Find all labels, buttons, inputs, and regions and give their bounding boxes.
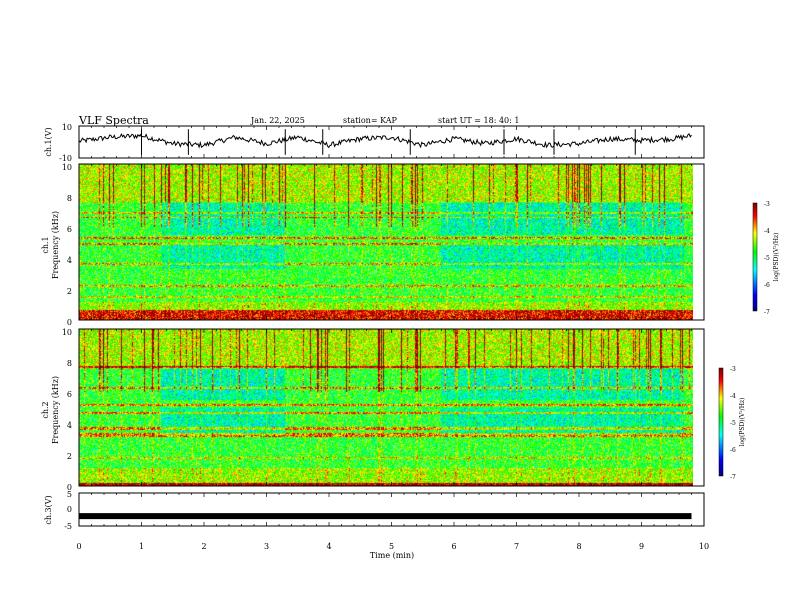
ch3-ytick-top: 5 — [67, 490, 72, 499]
ch1-ytick-4: 4 — [67, 256, 72, 265]
ch3-ytick-bottom: -5 — [64, 522, 72, 531]
x-tick-label: 2 — [201, 542, 206, 551]
x-tick-label: 3 — [264, 542, 269, 551]
ch3-waveform-frame — [78, 492, 705, 527]
ch1-frequency-label: Frequency (kHz) — [51, 211, 60, 279]
x-tick-label: 9 — [639, 542, 644, 551]
spectrogram-image — [79, 164, 693, 320]
ch2-ytick-4: 4 — [67, 421, 72, 430]
x-tick-label: 7 — [514, 542, 519, 551]
ch2-ytick-2: 2 — [67, 452, 72, 461]
start-ut-label: start UT = 18: 40: 1 — [438, 116, 520, 125]
x-tick-label: 6 — [451, 542, 456, 551]
ch3-waveform-ylabel: ch.3(V) — [44, 495, 53, 524]
x-tick-label: 1 — [139, 542, 144, 551]
ch1-channel-label: ch.1 — [41, 236, 50, 253]
ch1-ytick-2: 2 — [67, 287, 72, 296]
ch2-cbar-tick: -3 — [730, 366, 736, 373]
ch2-spectrogram-panel: 10 8 6 4 2 0 ch.2 Frequency (kHz) -3 -4 … — [41, 328, 746, 492]
ch2-ytick-6: 6 — [67, 390, 72, 399]
ch1-cbar-tick: -4 — [764, 228, 770, 235]
ch2-channel-label: ch.2 — [41, 401, 50, 418]
ch1-cbar-tick: -5 — [764, 255, 770, 262]
ch3-ytick-mid: 0 — [67, 505, 72, 514]
spectrogram-image — [79, 329, 693, 486]
ch1-ytick-0: 0 — [67, 318, 72, 327]
ch2-ytick-8: 8 — [67, 359, 72, 368]
ch1-waveform-frame — [78, 125, 705, 159]
ch1-spectrogram-heatmap — [79, 164, 693, 320]
ch2-ytick-10: 10 — [62, 328, 72, 337]
date-label: Jan. 22, 2025 — [251, 116, 305, 125]
ch1-cbar-tick: -6 — [764, 282, 770, 289]
x-axis-tick-labels: 0 1 2 3 4 5 6 7 8 9 10 — [76, 542, 709, 551]
ch1-ytick-bottom: -10 — [59, 154, 72, 163]
ch1-cbar-tick: -3 — [764, 201, 770, 208]
ch1-colorbar-label: log(PSD)(V²/Hz) — [773, 233, 780, 282]
ch1-ytick-top: 10 — [62, 123, 72, 132]
x-tick-label: 8 — [576, 542, 581, 551]
x-axis-label: Time (min) — [370, 551, 414, 560]
ch1-ytick-8: 8 — [67, 194, 72, 203]
ch2-cbar-tick: -5 — [730, 420, 736, 427]
chart-title: VLF Spectra — [79, 114, 149, 127]
ch2-cbar-tick: -6 — [730, 447, 736, 454]
ch2-cbar-tick: -7 — [730, 474, 736, 481]
x-tick-label: 10 — [699, 542, 709, 551]
ch1-waveform-spikes — [141, 129, 636, 155]
x-tick-label: 5 — [389, 542, 394, 551]
x-tick-label: 0 — [76, 542, 81, 551]
ch1-waveform-line — [78, 133, 692, 149]
ch1-spectrogram-panel: 10 8 6 4 2 0 ch.1 Frequency (kHz) -3 -4 … — [41, 163, 780, 327]
ch1-waveform-panel: 10 -10 ch.1(V) — [44, 123, 705, 163]
ch3-waveform-panel: 5 0 -5 ch.3(V) — [44, 490, 705, 531]
ch2-colorbar — [718, 367, 724, 477]
station-label: station= KAP — [343, 116, 397, 125]
ch1-colorbar — [752, 202, 758, 312]
ch1-ytick-10: 10 — [62, 163, 72, 172]
ch1-cbar-tick: -7 — [764, 309, 770, 316]
ch2-cbar-tick: -4 — [730, 393, 736, 400]
ch2-colorbar-label: log(PSD)(V²/Hz) — [739, 398, 746, 447]
x-tick-label: 4 — [326, 542, 331, 551]
x-axis-ticks — [78, 126, 705, 526]
ch2-ytick-0: 0 — [67, 483, 72, 492]
ch1-ytick-6: 6 — [67, 225, 72, 234]
ch1-waveform-ylabel: ch.1(V) — [44, 127, 53, 156]
ch2-frequency-label: Frequency (kHz) — [51, 376, 60, 444]
ch2-spectrogram-heatmap — [79, 329, 693, 486]
